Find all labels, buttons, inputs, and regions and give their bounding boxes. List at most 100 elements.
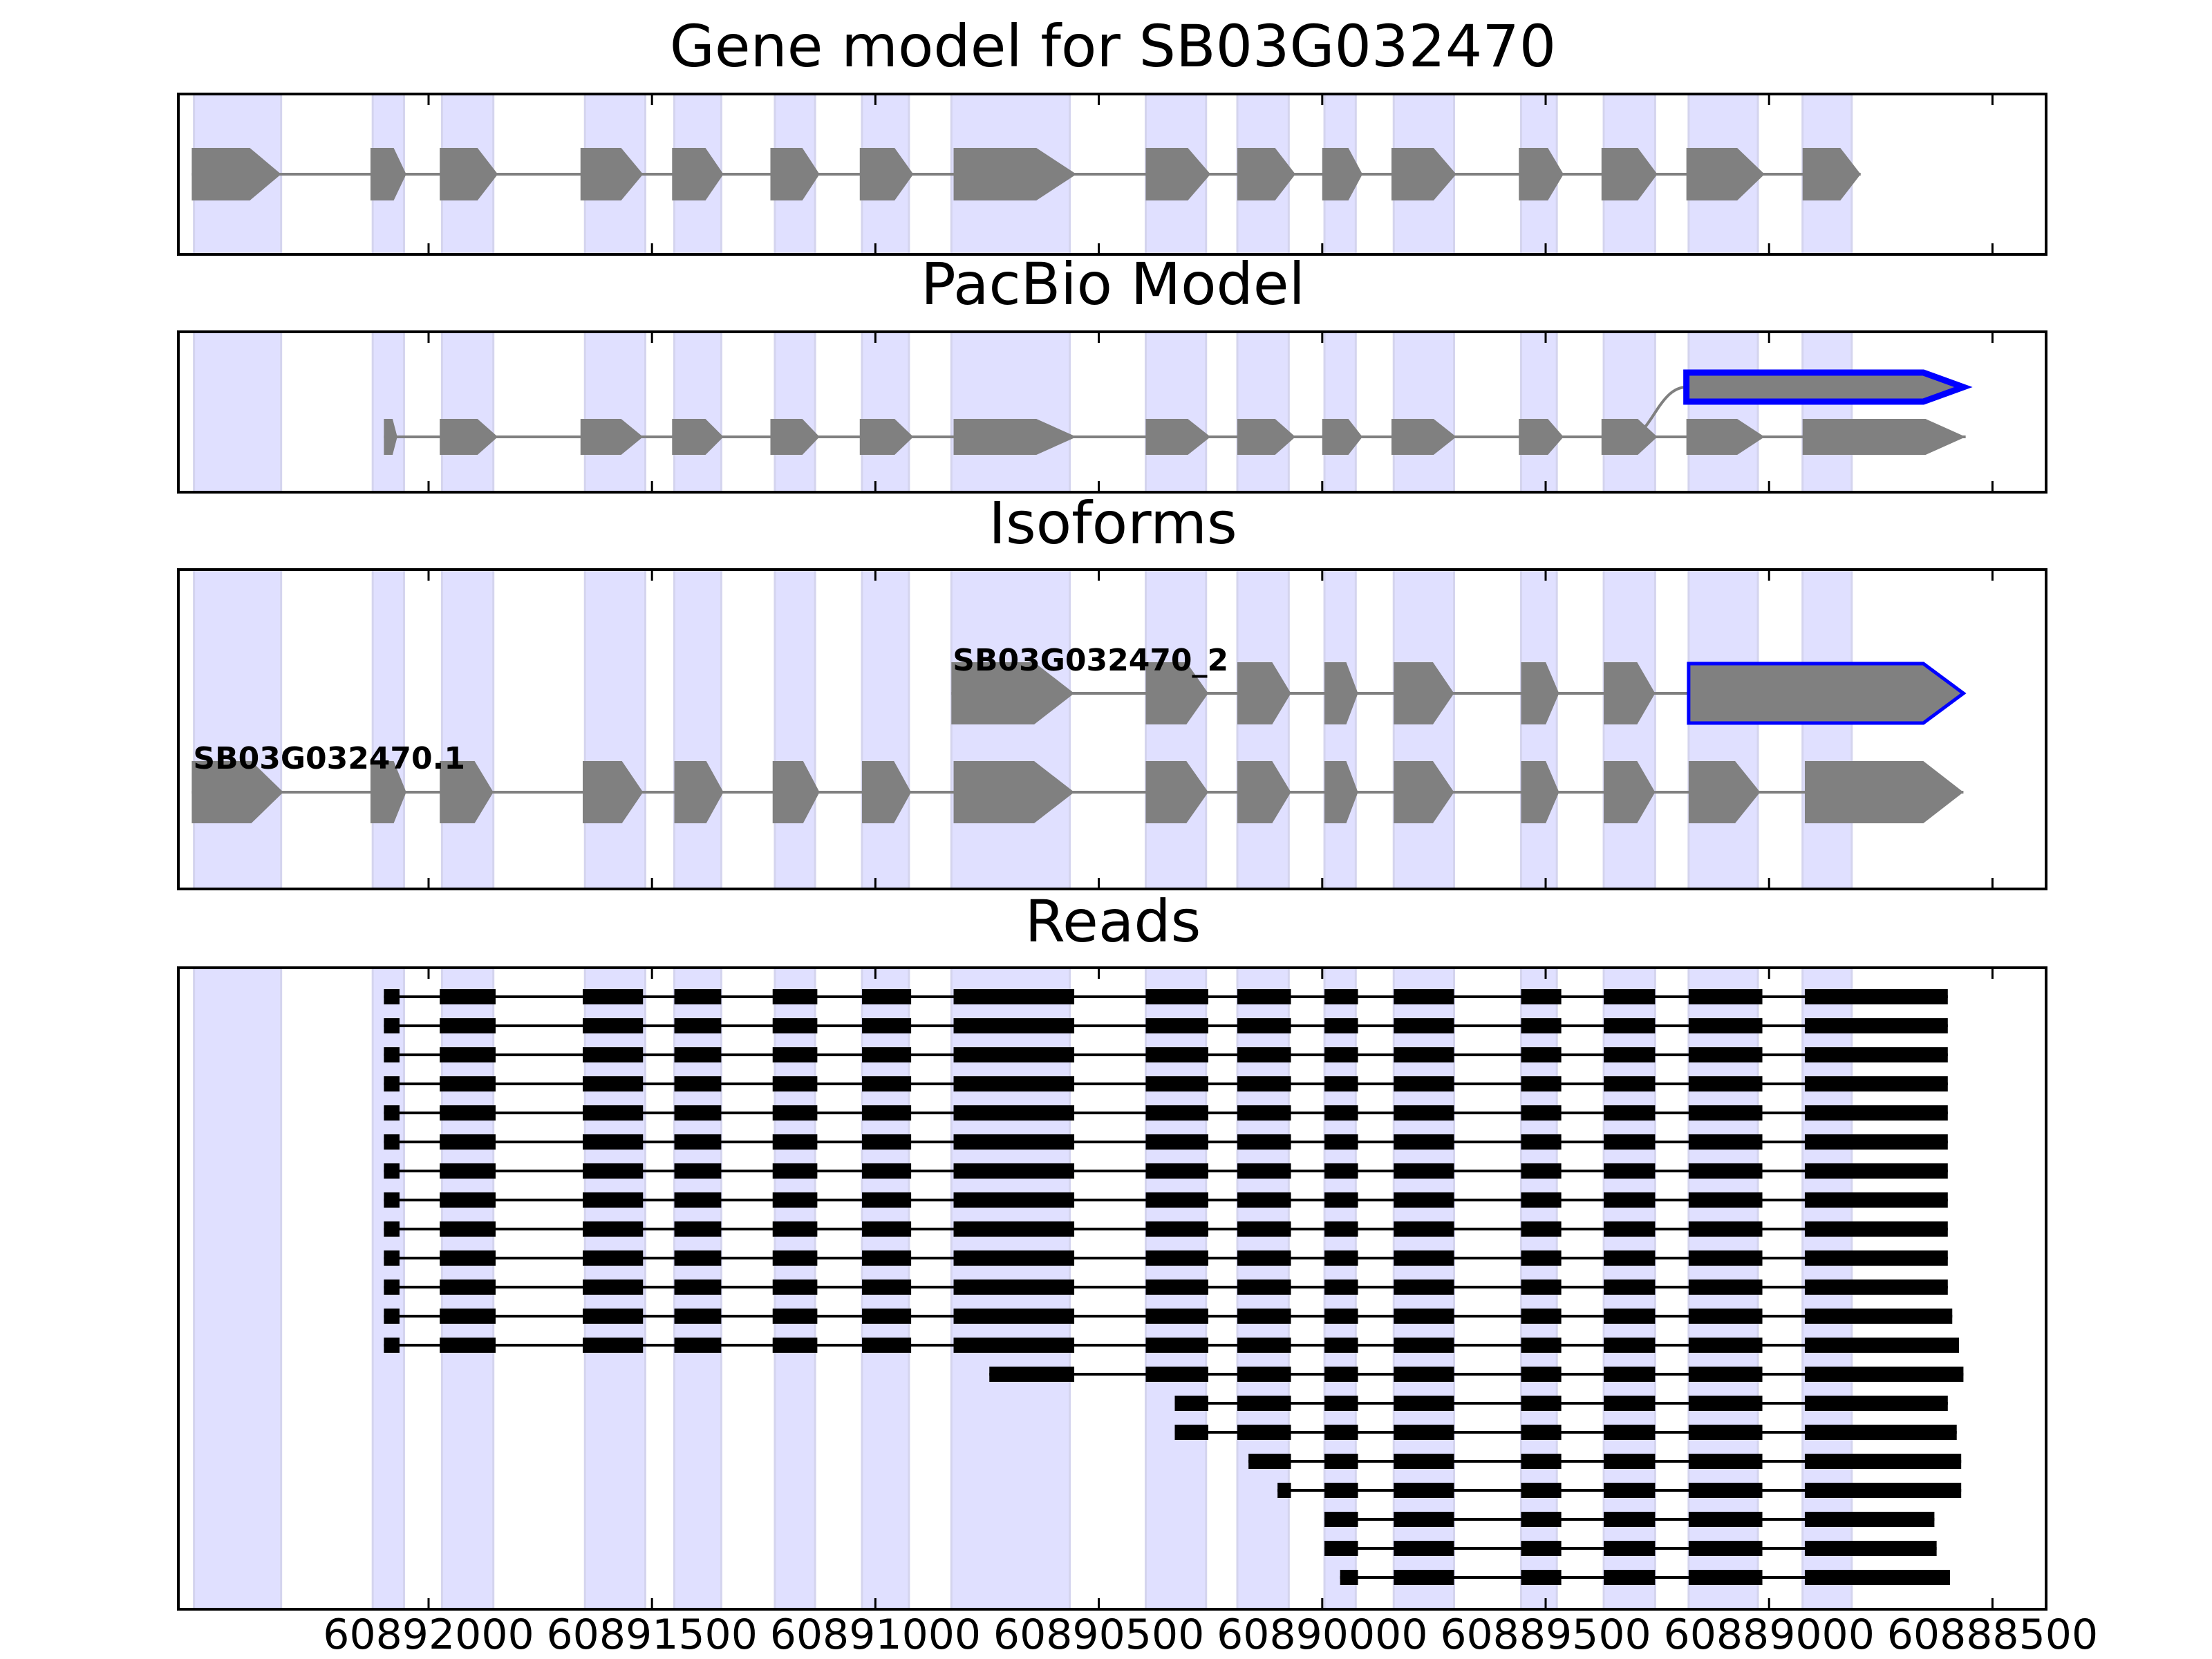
read-block	[583, 1250, 644, 1266]
read-block	[1145, 1134, 1208, 1150]
read-block	[953, 1280, 1075, 1295]
read-block	[1394, 1221, 1454, 1237]
read-block	[1521, 1047, 1562, 1062]
read-block	[1604, 1338, 1656, 1353]
read-block	[1804, 1425, 1957, 1440]
gene-model-exon	[1802, 148, 1861, 200]
read-block	[583, 1338, 644, 1353]
exon-band	[1519, 568, 1558, 890]
read-block	[1604, 1105, 1656, 1121]
read-block	[1174, 1396, 1208, 1411]
read-block	[440, 1076, 496, 1091]
read-block	[1604, 1134, 1656, 1150]
read-block	[384, 1163, 400, 1179]
read-block	[862, 1018, 912, 1033]
read-block	[1604, 1250, 1656, 1266]
read-block	[583, 1076, 644, 1091]
exon-band	[1687, 330, 1759, 494]
isoform-1-exon	[583, 761, 644, 823]
read-block	[1145, 1280, 1208, 1295]
read-block	[772, 1105, 818, 1121]
exon-band	[583, 330, 646, 494]
read-block	[1237, 1047, 1291, 1062]
read-block	[772, 1221, 818, 1237]
pacbio-exon	[672, 419, 724, 455]
read-block	[1521, 1250, 1562, 1266]
read-block	[1324, 1512, 1358, 1527]
read-block	[440, 1134, 496, 1150]
read-block	[1688, 1396, 1763, 1411]
read-block	[1237, 1425, 1291, 1440]
read-block	[1521, 1280, 1562, 1295]
read-block	[1521, 1454, 1562, 1469]
read-block	[1521, 1367, 1562, 1382]
read-block	[1804, 1192, 1948, 1208]
read-block	[1604, 1076, 1656, 1091]
read-block	[384, 1250, 400, 1266]
isoform-1-label: SB03G032470.1	[193, 741, 465, 776]
read-block	[674, 1221, 722, 1237]
read-block	[1394, 1425, 1454, 1440]
read-block	[1688, 1076, 1763, 1091]
exon-band	[583, 568, 646, 890]
read-block	[1174, 1425, 1208, 1440]
isoform-1-exon	[674, 761, 724, 823]
read-block	[1688, 1105, 1763, 1121]
isoform-2-exon	[1324, 662, 1358, 724]
read-block	[1804, 1396, 1948, 1411]
read-block	[1248, 1454, 1291, 1469]
read-block	[674, 1105, 722, 1121]
read-block	[953, 1250, 1075, 1266]
read-block	[440, 1338, 496, 1353]
pacbio-exon	[953, 419, 1077, 455]
read-block	[1688, 1134, 1763, 1150]
exon-band	[1801, 330, 1853, 494]
read-block	[1521, 1425, 1562, 1440]
read-block	[1324, 1309, 1358, 1324]
exon-band	[193, 966, 283, 1611]
exon-band	[1392, 568, 1456, 890]
read-block	[953, 1018, 1075, 1033]
read-block	[953, 1338, 1075, 1353]
read-block	[1394, 1134, 1454, 1150]
read-block	[583, 1192, 644, 1208]
read-block	[1804, 1454, 1962, 1469]
read-block	[674, 1134, 722, 1150]
read-block	[1237, 1192, 1291, 1208]
panel-reads	[177, 966, 2047, 1611]
isoform-2-exon	[1604, 662, 1656, 724]
read-block	[1145, 1018, 1208, 1033]
isoforms-title: Isoforms	[988, 489, 1237, 557]
read-block	[1145, 1076, 1208, 1091]
isoform-1-exon	[862, 761, 912, 823]
x-tick-label: 60889500	[1440, 1611, 1651, 1659]
read-block	[1394, 989, 1454, 1004]
read-block	[953, 1192, 1075, 1208]
read-block	[1324, 1541, 1358, 1556]
read-block	[1521, 1163, 1562, 1179]
pacbio-exon	[859, 419, 914, 455]
read-block	[1688, 1425, 1763, 1440]
x-tick-label: 60892000	[323, 1611, 534, 1659]
pacbio-exon	[1322, 419, 1362, 455]
read-block	[1804, 1309, 1953, 1324]
isoform-2-exon	[1237, 662, 1291, 724]
read-block	[384, 1134, 400, 1150]
read-block	[1688, 989, 1763, 1004]
panel-frame	[177, 966, 2047, 1611]
read-block	[384, 1105, 400, 1121]
read-block	[953, 1163, 1075, 1179]
read-block	[1804, 1163, 1948, 1179]
read-block	[583, 1134, 644, 1150]
exon-band	[193, 330, 283, 494]
read-block	[1237, 1134, 1291, 1150]
isoform-1-exon	[1688, 761, 1761, 823]
read-block	[1521, 1192, 1562, 1208]
read-block	[1324, 1483, 1358, 1498]
isoform-1-exon	[1394, 761, 1454, 823]
exon-band	[861, 330, 910, 494]
read-block	[1237, 989, 1291, 1004]
read-block	[1604, 1512, 1656, 1527]
read-block	[1394, 1512, 1454, 1527]
read-block	[1237, 1280, 1291, 1295]
